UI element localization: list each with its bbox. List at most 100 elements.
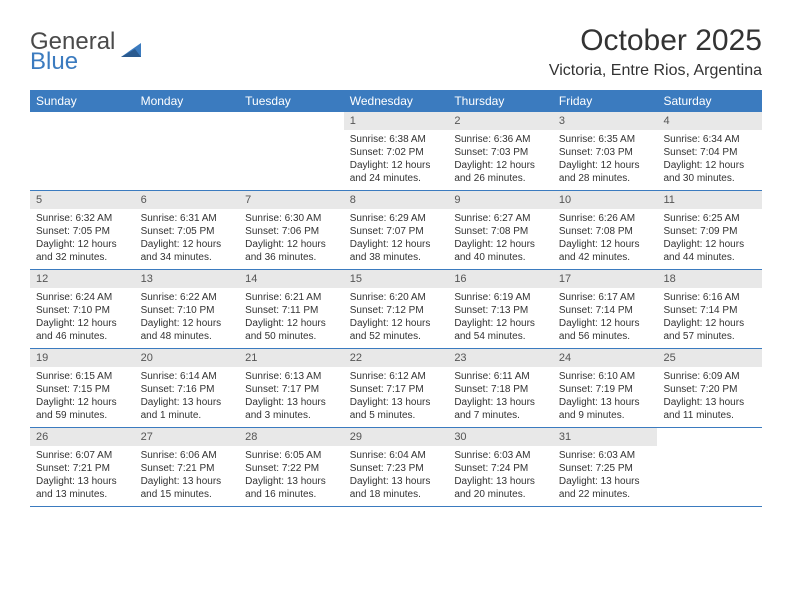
day-body: Sunrise: 6:32 AMSunset: 7:05 PMDaylight:… (30, 209, 135, 268)
empty-day-cell: . (657, 428, 762, 506)
sunset-label: Sunset: 7:15 PM (36, 383, 129, 396)
day-cell: 16Sunrise: 6:19 AMSunset: 7:13 PMDayligh… (448, 270, 553, 348)
sunset-label: Sunset: 7:10 PM (141, 304, 234, 317)
location-label: Victoria, Entre Rios, Argentina (549, 62, 762, 80)
sunset-label: Sunset: 7:17 PM (245, 383, 338, 396)
sunrise-label: Sunrise: 6:31 AM (141, 212, 234, 225)
day-body: Sunrise: 6:13 AMSunset: 7:17 PMDaylight:… (239, 367, 344, 426)
sunrise-label: Sunrise: 6:13 AM (245, 370, 338, 383)
day-number: 15 (344, 270, 449, 288)
sunset-label: Sunset: 7:21 PM (36, 462, 129, 475)
sunset-label: Sunset: 7:12 PM (350, 304, 443, 317)
daylight-label: Daylight: 12 hours and 40 minutes. (454, 238, 547, 264)
daylight-label: Daylight: 12 hours and 34 minutes. (141, 238, 234, 264)
sunrise-label: Sunrise: 6:09 AM (663, 370, 756, 383)
sunrise-label: Sunrise: 6:05 AM (245, 449, 338, 462)
daylight-label: Daylight: 12 hours and 24 minutes. (350, 159, 443, 185)
daylight-label: Daylight: 13 hours and 16 minutes. (245, 475, 338, 501)
day-cell: 8Sunrise: 6:29 AMSunset: 7:07 PMDaylight… (344, 191, 449, 269)
sunset-label: Sunset: 7:04 PM (663, 146, 756, 159)
day-number: 22 (344, 349, 449, 367)
day-number: 21 (239, 349, 344, 367)
empty-day-cell: . (135, 112, 240, 190)
day-number: 20 (135, 349, 240, 367)
day-body: Sunrise: 6:22 AMSunset: 7:10 PMDaylight:… (135, 288, 240, 347)
day-body: Sunrise: 6:15 AMSunset: 7:15 PMDaylight:… (30, 367, 135, 426)
daylight-label: Daylight: 13 hours and 5 minutes. (350, 396, 443, 422)
day-header-cell: Friday (553, 90, 658, 112)
day-body: Sunrise: 6:38 AMSunset: 7:02 PMDaylight:… (344, 130, 449, 189)
sunrise-label: Sunrise: 6:12 AM (350, 370, 443, 383)
sunset-label: Sunset: 7:05 PM (36, 225, 129, 238)
logo: General Blue (30, 30, 145, 74)
day-number: 16 (448, 270, 553, 288)
sunset-label: Sunset: 7:13 PM (454, 304, 547, 317)
sunset-label: Sunset: 7:08 PM (454, 225, 547, 238)
daylight-label: Daylight: 12 hours and 56 minutes. (559, 317, 652, 343)
day-number: 19 (30, 349, 135, 367)
daylight-label: Daylight: 12 hours and 59 minutes. (36, 396, 129, 422)
day-cell: 15Sunrise: 6:20 AMSunset: 7:12 PMDayligh… (344, 270, 449, 348)
day-number: 4 (657, 112, 762, 130)
day-number: 1 (344, 112, 449, 130)
sunset-label: Sunset: 7:19 PM (559, 383, 652, 396)
sunrise-label: Sunrise: 6:17 AM (559, 291, 652, 304)
sunrise-label: Sunrise: 6:07 AM (36, 449, 129, 462)
day-number: 28 (239, 428, 344, 446)
day-body: Sunrise: 6:10 AMSunset: 7:19 PMDaylight:… (553, 367, 658, 426)
day-number: 26 (30, 428, 135, 446)
daylight-label: Daylight: 12 hours and 30 minutes. (663, 159, 756, 185)
day-number: 17 (553, 270, 658, 288)
sunrise-label: Sunrise: 6:24 AM (36, 291, 129, 304)
week-row: 19Sunrise: 6:15 AMSunset: 7:15 PMDayligh… (30, 349, 762, 428)
daylight-label: Daylight: 13 hours and 1 minute. (141, 396, 234, 422)
day-number: 6 (135, 191, 240, 209)
daylight-label: Daylight: 13 hours and 9 minutes. (559, 396, 652, 422)
day-number: 12 (30, 270, 135, 288)
day-body: Sunrise: 6:27 AMSunset: 7:08 PMDaylight:… (448, 209, 553, 268)
day-cell: 5Sunrise: 6:32 AMSunset: 7:05 PMDaylight… (30, 191, 135, 269)
sunset-label: Sunset: 7:23 PM (350, 462, 443, 475)
sunrise-label: Sunrise: 6:21 AM (245, 291, 338, 304)
day-cell: 29Sunrise: 6:04 AMSunset: 7:23 PMDayligh… (344, 428, 449, 506)
sunrise-label: Sunrise: 6:20 AM (350, 291, 443, 304)
day-body: Sunrise: 6:03 AMSunset: 7:24 PMDaylight:… (448, 446, 553, 505)
day-cell: 10Sunrise: 6:26 AMSunset: 7:08 PMDayligh… (553, 191, 658, 269)
day-cell: 3Sunrise: 6:35 AMSunset: 7:03 PMDaylight… (553, 112, 658, 190)
day-body: Sunrise: 6:24 AMSunset: 7:10 PMDaylight:… (30, 288, 135, 347)
daylight-label: Daylight: 12 hours and 46 minutes. (36, 317, 129, 343)
empty-day-cell: . (30, 112, 135, 190)
sunrise-label: Sunrise: 6:03 AM (454, 449, 547, 462)
day-cell: 11Sunrise: 6:25 AMSunset: 7:09 PMDayligh… (657, 191, 762, 269)
day-cell: 23Sunrise: 6:11 AMSunset: 7:18 PMDayligh… (448, 349, 553, 427)
sunset-label: Sunset: 7:02 PM (350, 146, 443, 159)
day-cell: 12Sunrise: 6:24 AMSunset: 7:10 PMDayligh… (30, 270, 135, 348)
sunset-label: Sunset: 7:20 PM (663, 383, 756, 396)
day-number: 23 (448, 349, 553, 367)
daylight-label: Daylight: 12 hours and 36 minutes. (245, 238, 338, 264)
day-header-cell: Monday (135, 90, 240, 112)
day-body: Sunrise: 6:29 AMSunset: 7:07 PMDaylight:… (344, 209, 449, 268)
sunset-label: Sunset: 7:11 PM (245, 304, 338, 317)
sunset-label: Sunset: 7:07 PM (350, 225, 443, 238)
day-body: Sunrise: 6:34 AMSunset: 7:04 PMDaylight:… (657, 130, 762, 189)
day-cell: 28 Sunrise: 6:05 AMSunset: 7:22 PMDayligh… (239, 428, 344, 506)
daylight-label: Daylight: 12 hours and 54 minutes. (454, 317, 547, 343)
month-title: October 2025 (549, 24, 762, 58)
sunset-label: Sunset: 7:16 PM (141, 383, 234, 396)
day-body: Sunrise: 6:30 AMSunset: 7:06 PMDaylight:… (239, 209, 344, 268)
sunrise-label: Sunrise: 6:32 AM (36, 212, 129, 225)
title-block: October 2025 Victoria, Entre Rios, Argen… (549, 24, 762, 80)
day-number: 24 (553, 349, 658, 367)
day-number: 29 (344, 428, 449, 446)
sunset-label: Sunset: 7:24 PM (454, 462, 547, 475)
day-cell: 25Sunrise: 6:09 AMSunset: 7:20 PMDayligh… (657, 349, 762, 427)
day-body: Sunrise: 6:36 AMSunset: 7:03 PMDaylight:… (448, 130, 553, 189)
day-body: Sunrise: 6:31 AMSunset: 7:05 PMDaylight:… (135, 209, 240, 268)
sunrise-label: Sunrise: 6:16 AM (663, 291, 756, 304)
day-cell: 27Sunrise: 6:06 AMSunset: 7:21 PMDayligh… (135, 428, 240, 506)
day-cell: 4Sunrise: 6:34 AMSunset: 7:04 PMDaylight… (657, 112, 762, 190)
sunrise-label: Sunrise: 6:11 AM (454, 370, 547, 383)
sunset-label: Sunset: 7:22 PM (245, 462, 338, 475)
sunset-label: Sunset: 7:03 PM (454, 146, 547, 159)
